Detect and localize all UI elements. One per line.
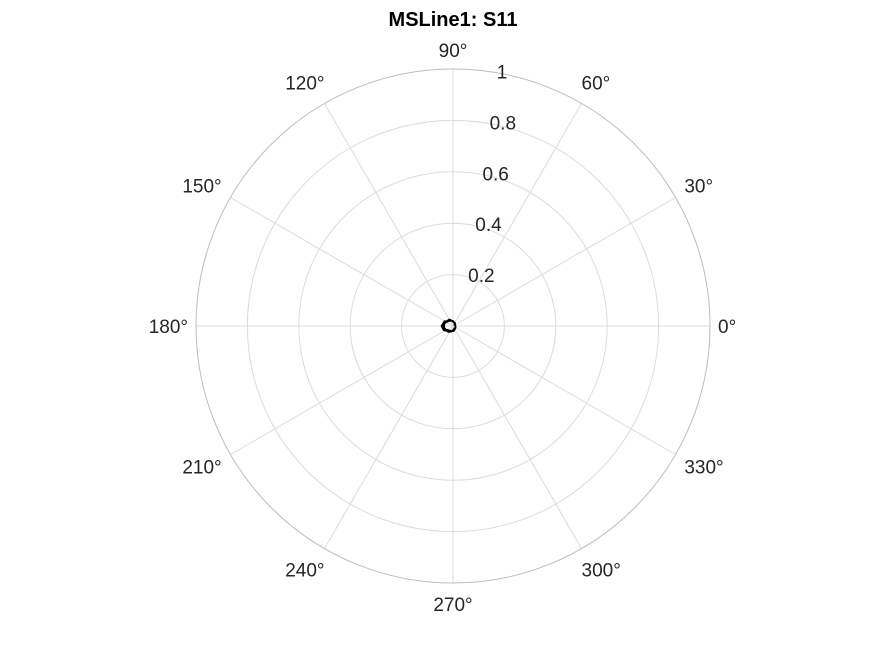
theta-tick-label-300: 300°	[582, 560, 621, 581]
theta-gridline-330	[452, 325, 676, 455]
theta-tick-label-0: 0°	[718, 317, 736, 338]
r-tick-label: 0.8	[490, 113, 516, 134]
theta-tick-label-210: 210°	[182, 458, 221, 479]
theta-tick-label-240: 240°	[285, 560, 324, 581]
theta-tick-label-90: 90°	[439, 41, 468, 62]
r-tick-label: 0.4	[475, 215, 502, 236]
r-tick-label: 0.6	[482, 164, 508, 185]
theta-gridline-240	[324, 325, 454, 549]
r-gridline-0.4	[349, 222, 557, 430]
r-tick-label: 0.2	[468, 266, 494, 287]
theta-tick-label-120: 120°	[285, 74, 324, 95]
theta-gridline-210	[230, 325, 454, 455]
theta-tick-label-30: 30°	[684, 177, 713, 198]
theta-gridline-60	[452, 103, 582, 327]
r-tick-labels: 0.2 0.4 0.6 0.8 1	[468, 63, 516, 288]
theta-gridline-150	[230, 197, 454, 327]
r-tick-label: 1	[497, 63, 508, 84]
polar-grid	[195, 68, 711, 584]
theta-tick-label-60: 60°	[582, 74, 611, 95]
series-layer	[440, 318, 457, 333]
theta-tick-label-150: 150°	[182, 177, 221, 198]
theta-tick-label-270: 270°	[433, 595, 472, 616]
outer-ring	[195, 68, 711, 584]
r-gridline-0.2	[401, 274, 505, 378]
theta-tick-label-330: 330°	[684, 458, 723, 479]
theta-tick-label-180: 180°	[149, 317, 188, 338]
r-gridline-0.8	[246, 119, 660, 533]
chart-title: MSLine1: S11	[389, 9, 518, 31]
r-gridline-0.6	[298, 171, 608, 481]
theta-gridline-120	[324, 103, 454, 327]
series-line-0	[440, 318, 457, 333]
theta-gridline-30	[452, 197, 676, 327]
theta-gridline-300	[452, 325, 582, 549]
theta-tick-labels: 0° 30° 60° 90° 120° 150° 180° 210° 240° 270° 300° 3…	[149, 41, 736, 616]
